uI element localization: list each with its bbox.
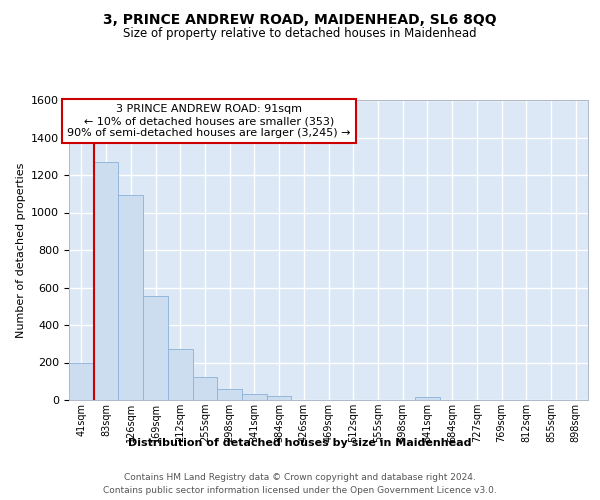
Bar [118,194,143,400]
Text: Distribution of detached houses by size in Maidenhead: Distribution of detached houses by size … [128,438,472,448]
Bar [242,394,267,400]
Y-axis label: Number of detached properties: Number of detached properties [16,162,26,338]
Text: 3 PRINCE ANDREW ROAD: 91sqm
← 10% of detached houses are smaller (353)
90% of se: 3 PRINCE ANDREW ROAD: 91sqm ← 10% of det… [67,104,351,138]
Bar [193,376,217,400]
Text: Contains public sector information licensed under the Open Government Licence v3: Contains public sector information licen… [103,486,497,495]
Text: Size of property relative to detached houses in Maidenhead: Size of property relative to detached ho… [123,28,477,40]
Bar [94,162,118,400]
Bar [143,296,168,400]
Text: 3, PRINCE ANDREW ROAD, MAIDENHEAD, SL6 8QQ: 3, PRINCE ANDREW ROAD, MAIDENHEAD, SL6 8… [103,12,497,26]
Bar [69,362,94,400]
Text: Contains HM Land Registry data © Crown copyright and database right 2024.: Contains HM Land Registry data © Crown c… [124,472,476,482]
Bar [267,396,292,400]
Bar [415,396,440,400]
Bar [168,350,193,400]
Bar [217,389,242,400]
